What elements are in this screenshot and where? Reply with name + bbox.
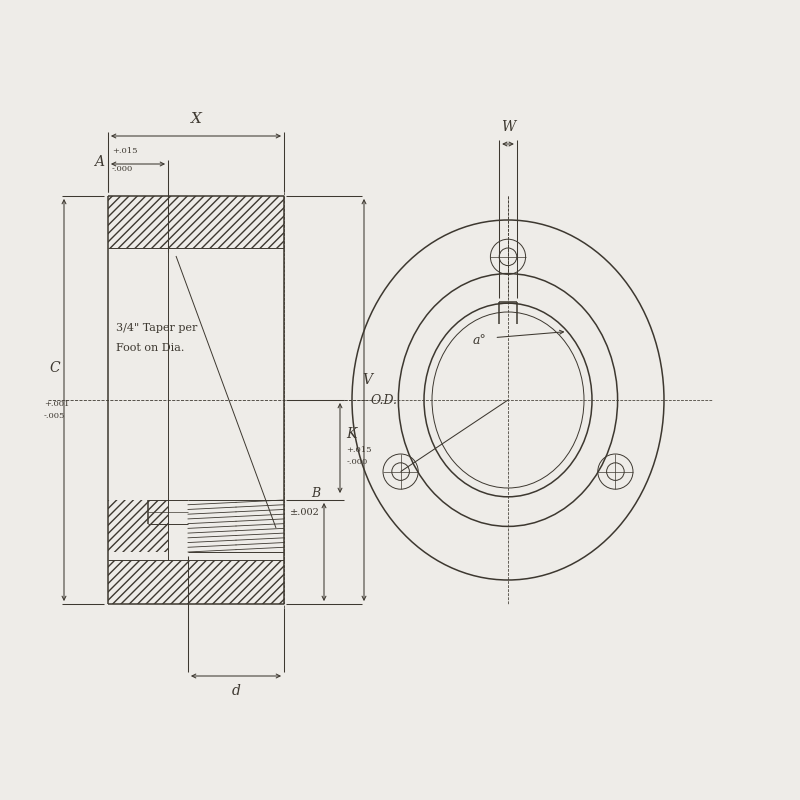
Text: C: C <box>49 361 60 375</box>
Bar <box>108 500 168 552</box>
Text: K: K <box>346 427 357 441</box>
Text: V: V <box>362 373 373 387</box>
Text: +.015: +.015 <box>112 147 138 155</box>
Text: -.000: -.000 <box>346 458 368 466</box>
Text: 3/4" Taper per: 3/4" Taper per <box>116 323 198 333</box>
Bar <box>108 196 284 248</box>
Text: X: X <box>190 112 202 126</box>
Text: -.000: -.000 <box>112 165 134 173</box>
Text: a°: a° <box>473 334 486 346</box>
Text: +.015: +.015 <box>346 446 372 454</box>
Text: Foot on Dia.: Foot on Dia. <box>116 343 184 353</box>
Text: W: W <box>501 120 515 134</box>
Text: A: A <box>94 155 104 170</box>
Text: O.D.: O.D. <box>370 394 398 406</box>
Text: -.005: -.005 <box>44 412 66 420</box>
Text: +.001: +.001 <box>44 400 70 408</box>
Text: ±.002: ±.002 <box>290 508 320 517</box>
Text: d: d <box>231 684 241 698</box>
Text: B: B <box>312 487 321 500</box>
Bar <box>108 560 284 604</box>
